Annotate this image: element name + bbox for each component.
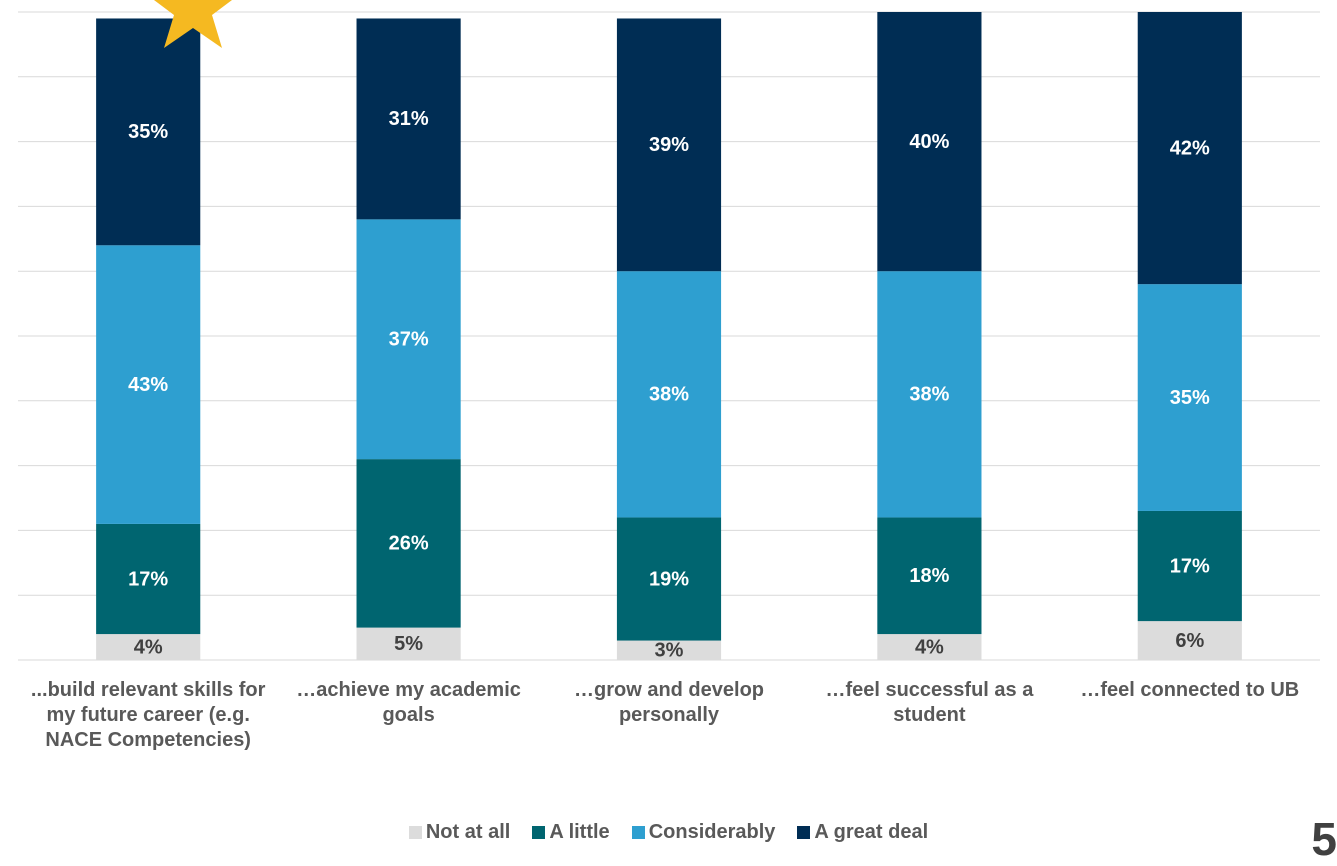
value-label: 31% bbox=[389, 108, 429, 130]
page-number: 5 bbox=[1311, 813, 1337, 865]
bar-segment bbox=[1137, 12, 1242, 285]
bar-segment bbox=[877, 271, 982, 518]
value-label: 26% bbox=[389, 533, 429, 555]
bars: 4% 17% 43% 35% 5% 26% 37% 31% 3% 19% 38% 39% 4% 18% 38… bbox=[96, 12, 1242, 662]
legend-swatch bbox=[631, 826, 645, 839]
value-label: 38% bbox=[909, 384, 949, 406]
value-label: 43% bbox=[128, 374, 168, 396]
value-label: 35% bbox=[1170, 387, 1210, 409]
value-label: 38% bbox=[649, 384, 689, 406]
value-label: 17% bbox=[128, 568, 168, 590]
bar-segment bbox=[877, 12, 982, 272]
bar-segment bbox=[616, 271, 722, 518]
value-label: 18% bbox=[909, 565, 949, 587]
bar-segment bbox=[356, 18, 461, 220]
bar-segment bbox=[96, 245, 201, 524]
value-label: 35% bbox=[128, 121, 168, 143]
legend-swatch bbox=[408, 826, 422, 839]
bar-segment bbox=[96, 523, 201, 635]
bar-segment bbox=[96, 18, 201, 246]
bar-segment bbox=[877, 634, 982, 660]
legend-item: A great deal bbox=[797, 821, 928, 844]
bar-segment bbox=[877, 517, 982, 635]
bar-segment bbox=[616, 18, 722, 272]
value-label: 37% bbox=[389, 329, 429, 351]
value-label: 4% bbox=[915, 636, 944, 658]
value-label: 39% bbox=[649, 134, 689, 156]
legend-item: Considerably bbox=[631, 821, 776, 844]
category-label: …achieve my academic goals bbox=[296, 679, 521, 726]
legend-swatch bbox=[797, 826, 811, 839]
value-label: 42% bbox=[1170, 137, 1210, 159]
bar-segment bbox=[616, 517, 722, 641]
value-label: 4% bbox=[134, 636, 163, 658]
bar-segment bbox=[1137, 284, 1242, 511]
value-label: 5% bbox=[394, 633, 423, 655]
value-label: 19% bbox=[649, 568, 689, 590]
legend-label: A little bbox=[549, 821, 610, 843]
legend-item: A little bbox=[532, 821, 610, 844]
category-label: ...build relevant skills for my future c… bbox=[30, 679, 266, 751]
legend-label: Not at all bbox=[425, 821, 511, 843]
category-label: …grow and develop personally bbox=[573, 679, 765, 726]
value-label: 17% bbox=[1170, 555, 1210, 577]
bar-segment bbox=[356, 219, 461, 460]
bar-segment bbox=[356, 459, 461, 628]
category-label: …feel connected to UB bbox=[1080, 679, 1300, 701]
value-label: 3% bbox=[655, 640, 684, 662]
legend: Not at all A little Considerably A great de… bbox=[0, 821, 1337, 844]
bar-segment bbox=[1137, 621, 1242, 660]
bar-segment bbox=[1137, 510, 1242, 622]
legend-label: Considerably bbox=[648, 821, 776, 843]
star-icon bbox=[154, 0, 232, 48]
legend-label: A great deal bbox=[814, 821, 929, 843]
bar-segment bbox=[96, 634, 201, 660]
value-label: 40% bbox=[909, 131, 949, 153]
bar-segment bbox=[616, 640, 722, 660]
value-label: 6% bbox=[1175, 630, 1204, 652]
bar-segment bbox=[356, 627, 461, 660]
legend-item: Not at all bbox=[408, 821, 511, 844]
legend-swatch bbox=[532, 826, 546, 839]
category-label: …feel successful as a student bbox=[825, 679, 1034, 726]
